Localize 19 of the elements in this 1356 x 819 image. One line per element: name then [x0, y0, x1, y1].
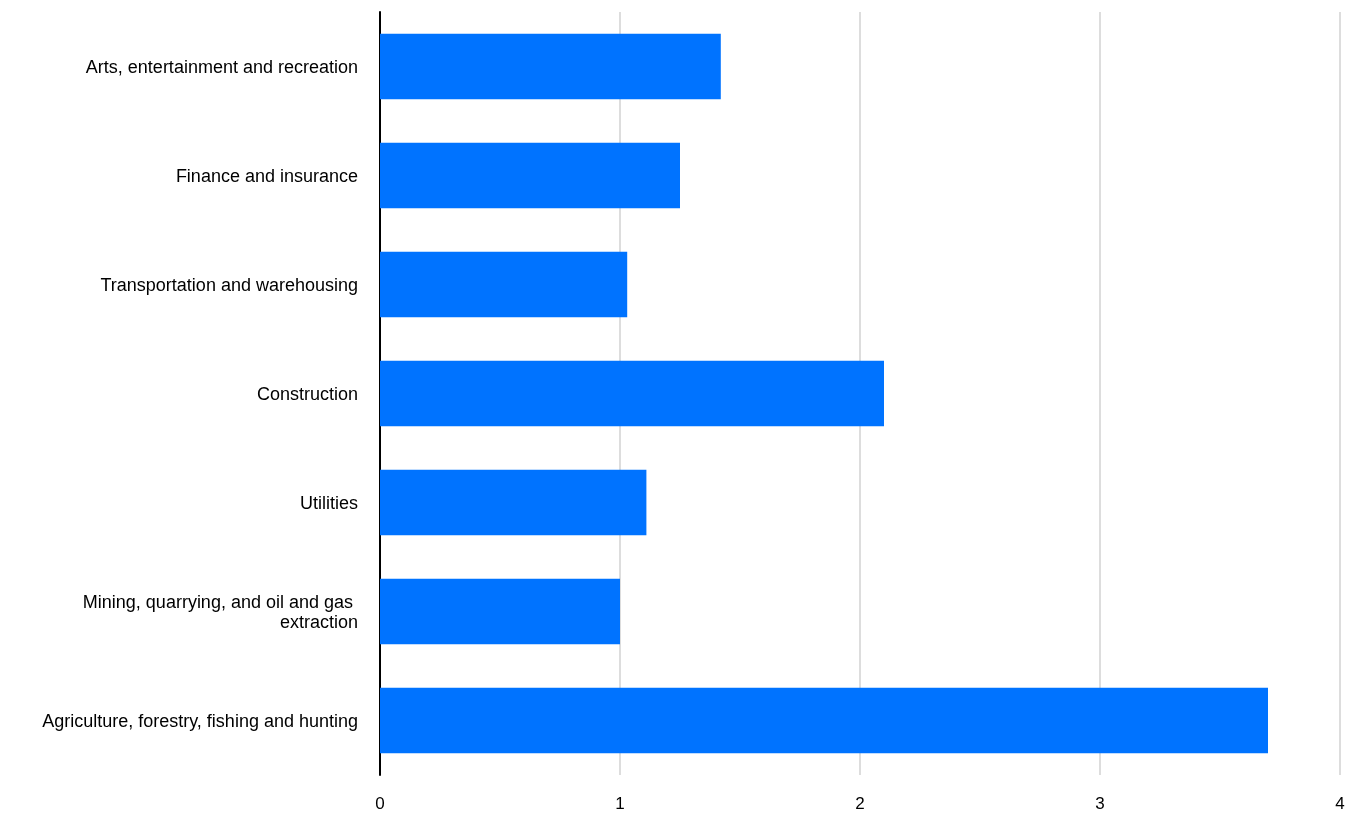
bar [380, 360, 884, 427]
y-tick-label: Mining, quarrying, and oil and gas extraction [82, 591, 358, 632]
y-tick-label: Finance and insurance [175, 165, 358, 186]
bar [380, 33, 721, 100]
y-tick-label: Agriculture, forestry, fishing and hunting [42, 710, 358, 731]
y-tick-label: Arts, entertainment and recreation [85, 56, 358, 77]
bar [380, 142, 680, 209]
bar [380, 578, 620, 645]
bar [380, 251, 628, 318]
y-tick-label: Transportation and warehousing [100, 274, 358, 295]
x-tick-label: 1 [615, 794, 625, 813]
bar [380, 687, 1268, 754]
x-tick-label: 0 [375, 794, 385, 813]
bar [380, 469, 647, 536]
y-tick-label: Utilities [299, 492, 358, 513]
x-tick-label: 2 [855, 794, 865, 813]
x-tick-label: 4 [1335, 794, 1345, 813]
y-tick-label: Construction [256, 383, 358, 404]
x-tick-label: 3 [1095, 794, 1105, 813]
